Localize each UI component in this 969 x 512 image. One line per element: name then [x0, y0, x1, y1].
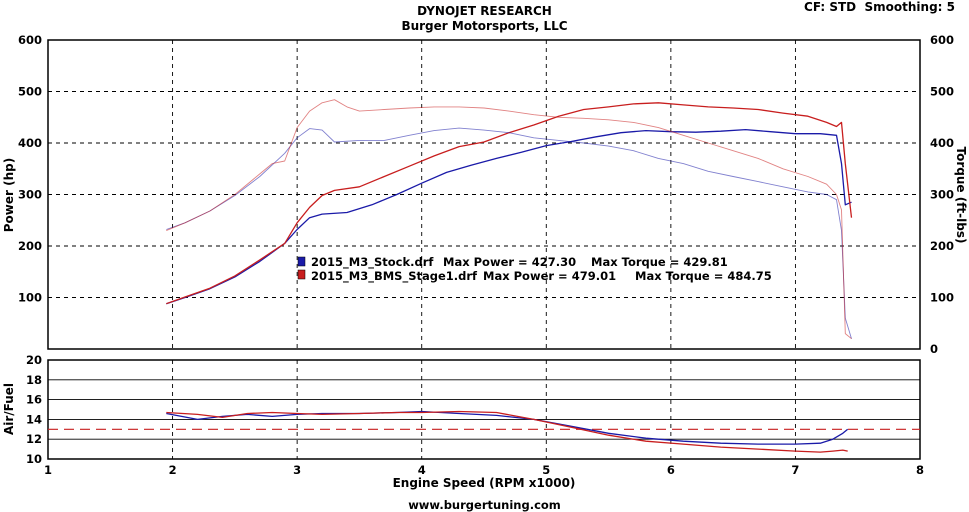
series-line-stage1_power — [166, 102, 853, 305]
legend-stock-max-torque: Max Torque = 429.81 — [591, 255, 728, 269]
afr-panel-grid — [48, 360, 920, 459]
torque-tick-label: 600 — [930, 33, 954, 47]
power-tick-label: 500 — [18, 85, 42, 99]
torque-tick-label: 400 — [930, 136, 954, 150]
afr-tick-label: 12 — [26, 432, 42, 446]
rpm-tick-label: 8 — [916, 463, 924, 477]
rpm-axis-label: Engine Speed (RPM x1000) — [393, 476, 576, 490]
power-tick-label: 400 — [18, 136, 42, 150]
rpm-tick-label: 7 — [791, 463, 799, 477]
legend-stage1-max-torque: Max Torque = 484.75 — [635, 269, 772, 283]
torque-tick-label: 200 — [930, 239, 954, 253]
legend-stage1-file: 2015_M3_BMS_Stage1.drf — [311, 269, 478, 284]
power-torque-series — [166, 99, 853, 340]
torque-tick-label: 500 — [930, 85, 954, 99]
afr-axis-ticks: 10 12 14 16 18 20 — [26, 353, 42, 466]
legend-swatch-stage1 — [297, 269, 306, 280]
power-panel-grid — [48, 40, 920, 349]
rpm-tick-label: 1 — [44, 463, 52, 477]
rpm-tick-label: 6 — [667, 463, 675, 477]
series-line-stage1_torque — [166, 99, 852, 340]
torque-axis-ticks: 0 100 200 300 400 500 600 — [930, 33, 954, 356]
afr-tick-label: 18 — [26, 373, 42, 387]
rpm-tick-label: 2 — [169, 463, 177, 477]
series-line-stock_power — [166, 128, 852, 305]
page-subtitle: Burger Motorsports, LLC — [401, 19, 568, 33]
rpm-axis-ticks: 1 2 3 4 5 6 7 8 — [44, 463, 924, 477]
power-axis-ticks: 100 200 300 400 500 600 — [18, 33, 42, 305]
cf-label: CF: STD — [804, 0, 857, 14]
smoothing-label: Smoothing: 5 — [864, 0, 956, 14]
legend-stock-file: 2015_M3_Stock.drf — [311, 255, 434, 270]
footer-url: www.burgertuning.com — [408, 498, 561, 512]
rpm-tick-label: 5 — [542, 463, 550, 477]
afr-panel-frame — [47, 359, 921, 460]
power-tick-label: 200 — [18, 239, 42, 253]
torque-axis-label: Torque (ft-lbs) — [954, 147, 968, 244]
correction-info: CF: STD Smoothing: 5 — [804, 0, 955, 14]
series-line-stage1_afr — [166, 410, 848, 453]
rpm-tick-label: 4 — [418, 463, 426, 477]
legend-stage1-max-power: Max Power = 479.01 — [483, 269, 616, 283]
page-title: DYNOJET RESEARCH — [417, 4, 552, 18]
afr-tick-label: 10 — [26, 452, 42, 466]
power-tick-label: 600 — [18, 33, 42, 47]
afr-tick-label: 16 — [26, 393, 42, 407]
torque-tick-label: 300 — [930, 188, 954, 202]
legend-stock-max-power: Max Power = 427.30 — [443, 255, 576, 269]
power-tick-label: 100 — [18, 291, 42, 305]
series-line-stock_torque — [166, 127, 852, 339]
afr-tick-label: 14 — [26, 412, 42, 426]
power-axis-label: Power (hp) — [2, 158, 16, 232]
rpm-tick-label: 3 — [293, 463, 301, 477]
power-tick-label: 300 — [18, 188, 42, 202]
afr-series — [166, 410, 849, 453]
torque-tick-label: 0 — [930, 342, 938, 356]
afr-axis-label: Air/Fuel — [2, 383, 16, 435]
afr-tick-label: 20 — [26, 353, 42, 367]
legend-swatch-stock — [297, 256, 306, 267]
legend: 2015_M3_Stock.drf Max Power = 427.30 Max… — [297, 255, 772, 284]
series-line-stock_afr — [166, 410, 849, 445]
torque-tick-label: 100 — [930, 291, 954, 305]
